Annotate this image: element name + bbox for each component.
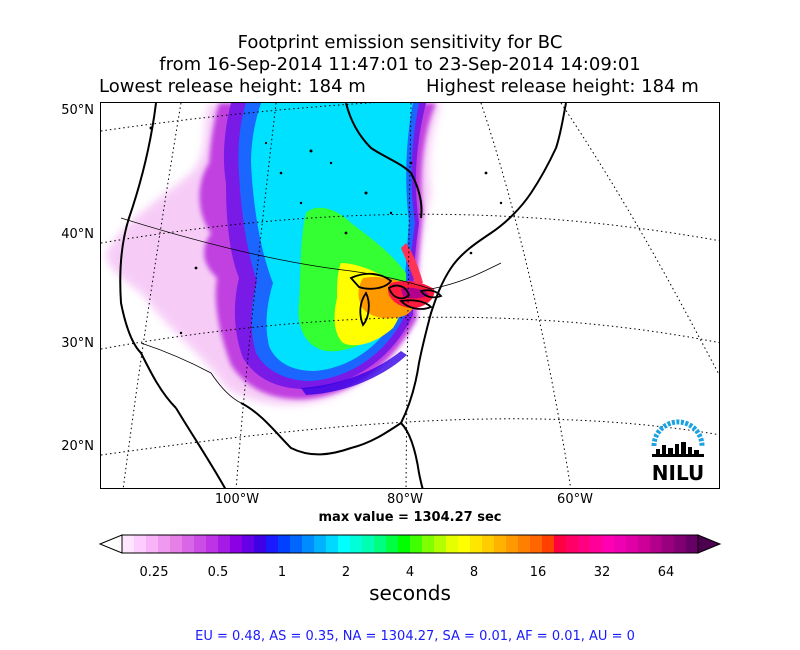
colorbar-bin bbox=[506, 535, 519, 553]
colorbar-bin bbox=[482, 535, 495, 553]
colorbar-bin bbox=[674, 535, 687, 553]
colorbar-bin bbox=[314, 535, 327, 553]
field-red-streak bbox=[401, 243, 423, 285]
colorbar-bin bbox=[590, 535, 603, 553]
colorbar-bin bbox=[494, 535, 507, 553]
colorbar-bin bbox=[614, 535, 627, 553]
colorbar-bin bbox=[422, 535, 435, 553]
lat-label-30n: 30°N bbox=[61, 336, 94, 351]
coastlines bbox=[119, 103, 567, 488]
colorbar-bin bbox=[290, 535, 303, 553]
colorbar-bin bbox=[398, 535, 411, 553]
lon-label-80w: 80°W bbox=[387, 492, 423, 507]
nilu-logo-text: NILU bbox=[652, 461, 704, 484]
colorbar-tick-label: 64 bbox=[657, 565, 675, 580]
colorbar-tick-label: 8 bbox=[469, 565, 479, 580]
colorbar-bin bbox=[194, 535, 207, 553]
colorbar-tick-label: 1 bbox=[277, 565, 287, 580]
map-canvas bbox=[101, 103, 719, 488]
borders bbox=[120, 217, 502, 404]
colorbar-bin bbox=[182, 535, 195, 553]
colorbar-bin bbox=[326, 535, 339, 553]
colorbar-bin bbox=[230, 535, 243, 553]
colorbar-bin bbox=[278, 535, 291, 553]
field-dark-blue-edge bbox=[301, 351, 407, 395]
colorbar-bin bbox=[662, 535, 675, 553]
colorbar-bin bbox=[218, 535, 231, 553]
colorbar-bin bbox=[650, 535, 663, 553]
colorbar bbox=[98, 534, 722, 554]
colorbar-unit-label: seconds bbox=[369, 581, 451, 605]
colorbar-bin bbox=[206, 535, 219, 553]
colorbar-bin bbox=[266, 535, 279, 553]
colorbar-tick-label: 16 bbox=[529, 565, 547, 580]
colorbar-bin bbox=[434, 535, 447, 553]
colorbar-tick-label: 4 bbox=[405, 565, 415, 580]
lon-label-60w: 60°W bbox=[557, 492, 593, 507]
lat-label-20n: 20°N bbox=[61, 439, 94, 454]
colorbar-bin bbox=[362, 535, 375, 553]
colorbar-bin bbox=[638, 535, 651, 553]
colorbar-tick-label: 0.5 bbox=[207, 565, 229, 580]
regional-summary: EU = 0.48, AS = 0.35, NA = 1304.27, SA =… bbox=[195, 629, 635, 644]
colorbar-tick-label: 2 bbox=[341, 565, 351, 580]
colorbar-bin bbox=[158, 535, 171, 553]
lat-label-50n: 50°N bbox=[61, 103, 94, 118]
colorbar-bin bbox=[170, 535, 183, 553]
graticule bbox=[101, 103, 719, 488]
lon-label-100w: 100°W bbox=[214, 492, 260, 507]
colorbar-bin bbox=[122, 535, 135, 553]
colorbar-bin bbox=[602, 535, 615, 553]
lakes bbox=[349, 272, 443, 327]
colorbar-bin bbox=[554, 535, 567, 553]
sensitivity-field bbox=[106, 103, 441, 405]
plot-title-line-1: Footprint emission sensitivity for BC bbox=[237, 32, 563, 53]
colorbar-bin bbox=[470, 535, 483, 553]
colorbar-bin bbox=[242, 535, 255, 553]
colorbar-tick-label: 0.25 bbox=[139, 565, 169, 580]
lowest-release-height: Lowest release height: 184 m bbox=[99, 76, 366, 97]
colorbar-bin bbox=[686, 535, 699, 553]
colorbar-bin bbox=[458, 535, 471, 553]
colorbar-bin bbox=[566, 535, 579, 553]
colorbar-bin bbox=[386, 535, 399, 553]
nilu-logo: NILU bbox=[651, 419, 705, 484]
colorbar-bin bbox=[338, 535, 351, 553]
footprint-map bbox=[100, 102, 720, 489]
colorbar-frame bbox=[121, 534, 699, 554]
colorbar-bin bbox=[578, 535, 591, 553]
colorbar-tick-label: 32 bbox=[593, 565, 611, 580]
colorbar-bin bbox=[254, 535, 267, 553]
colorbar-bin bbox=[350, 535, 363, 553]
colorbar-bin bbox=[542, 535, 555, 553]
lat-label-40n: 40°N bbox=[61, 227, 94, 242]
colorbar-bin bbox=[626, 535, 639, 553]
colorbar-bin bbox=[410, 535, 423, 553]
highest-release-height: Highest release height: 184 m bbox=[426, 76, 699, 97]
colorbar-bin bbox=[146, 535, 159, 553]
colorbar-max-arrow bbox=[697, 534, 722, 554]
colorbar-bin bbox=[446, 535, 459, 553]
colorbar-bin bbox=[530, 535, 543, 553]
islands-and-lakes-detail bbox=[149, 126, 503, 335]
plot-title-line-2: from 16-Sep-2014 11:47:01 to 23-Sep-2014… bbox=[159, 54, 641, 75]
colorbar-bin bbox=[374, 535, 387, 553]
colorbar-min-arrow bbox=[98, 534, 123, 554]
colorbar-bin bbox=[134, 535, 147, 553]
max-value-label: max value = 1304.27 sec bbox=[318, 510, 502, 525]
colorbar-bin bbox=[518, 535, 531, 553]
colorbar-bin bbox=[302, 535, 315, 553]
